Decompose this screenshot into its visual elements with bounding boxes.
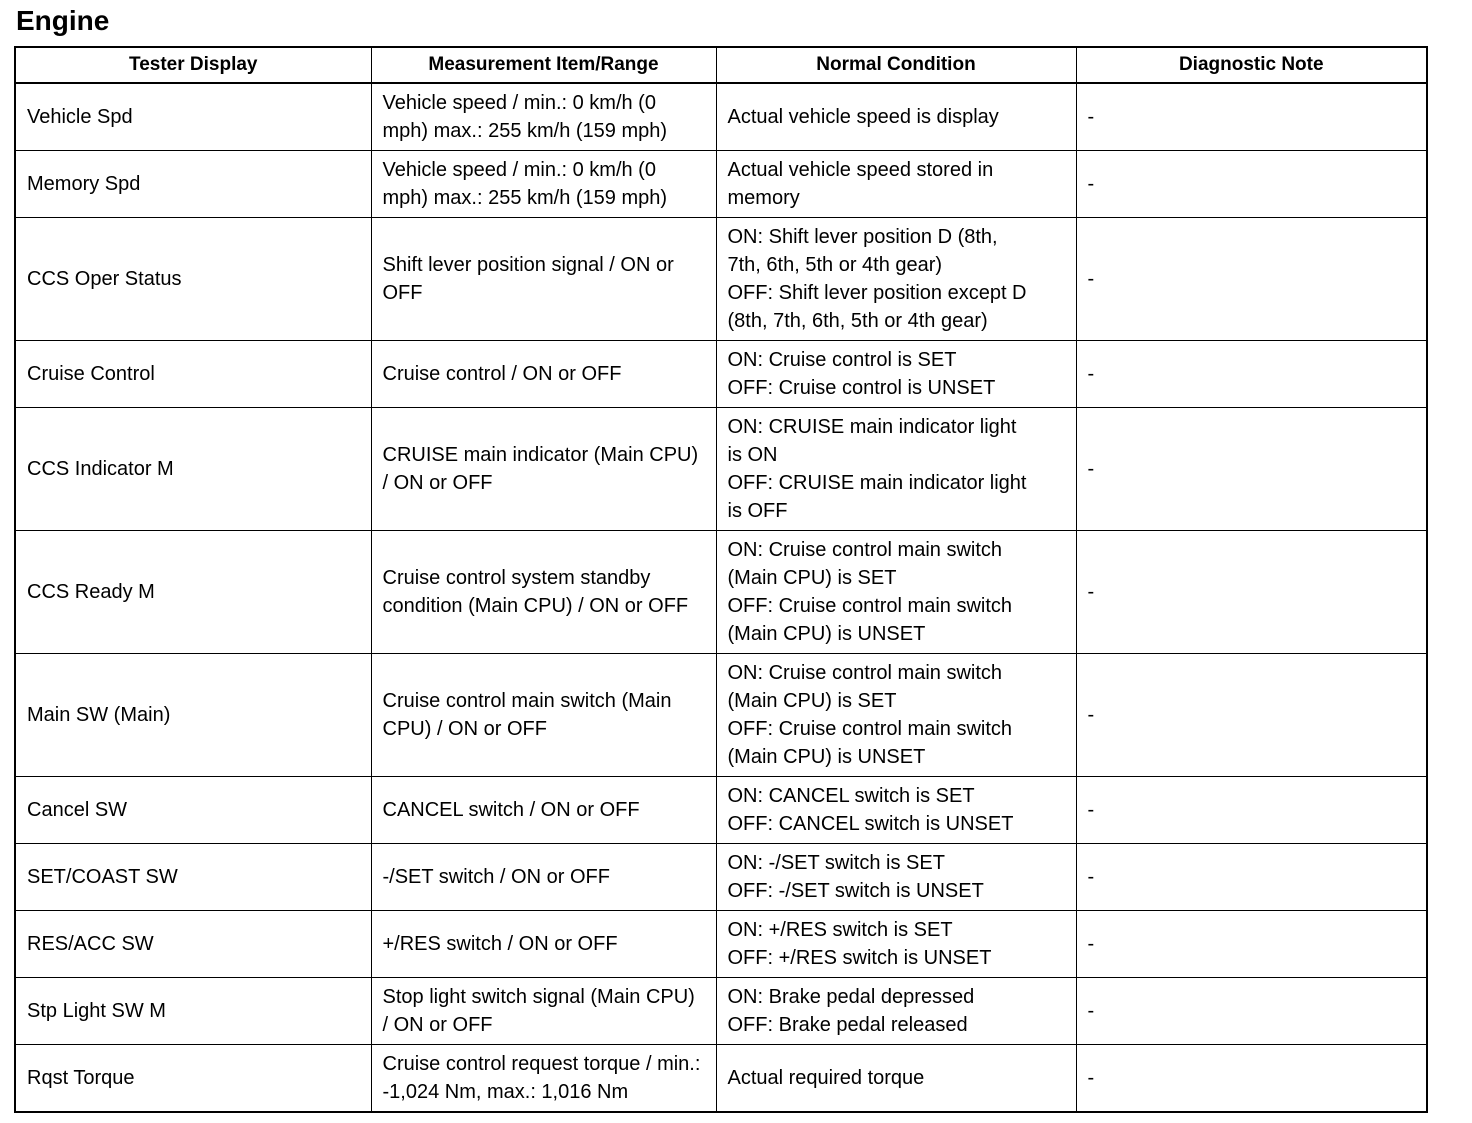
cell-measurement: CRUISE main indicator (Main CPU) / ON or…	[370, 406, 717, 531]
cell-normal-condition: Actual required torque	[715, 1043, 1077, 1113]
cell-normal-condition: ON: -/SET switch is SET OFF: -/SET switc…	[715, 842, 1077, 911]
cell-tester-display: Rqst Torque	[14, 1043, 372, 1113]
cell-tester-display: Memory Spd	[14, 149, 372, 218]
cell-measurement: Cruise control main switch (Main CPU) / …	[370, 652, 717, 777]
cell-measurement: Vehicle speed / min.: 0 km/h (0 mph) max…	[370, 149, 717, 218]
table-row: RES/ACC SW +/RES switch / ON or OFF ON: +/…	[14, 909, 1428, 978]
cell-tester-display: CCS Indicator M	[14, 406, 372, 531]
cell-tester-display: SET/COAST SW	[14, 842, 372, 911]
cell-diagnostic-note: -	[1075, 976, 1428, 1045]
cell-diagnostic-note: -	[1075, 842, 1428, 911]
cell-diagnostic-note: -	[1075, 149, 1428, 218]
table-row: Stp Light SW M Stop light switch signal (…	[14, 976, 1428, 1045]
table-row: Main SW (Main) Cruise control main switch…	[14, 652, 1428, 777]
cell-tester-display: RES/ACC SW	[14, 909, 372, 978]
cell-measurement: +/RES switch / ON or OFF	[370, 909, 717, 978]
table-row: Cruise Control Cruise control / ON or OFF…	[14, 339, 1428, 408]
cell-tester-display: Cruise Control	[14, 339, 372, 408]
table-row: SET/COAST SW -/SET switch / ON or OFF ON: …	[14, 842, 1428, 911]
cell-diagnostic-note: -	[1075, 909, 1428, 978]
cell-diagnostic-note: -	[1075, 216, 1428, 341]
cell-normal-condition: ON: +/RES switch is SET OFF: +/RES switc…	[715, 909, 1077, 978]
cell-measurement: Vehicle speed / min.: 0 km/h (0 mph) max…	[370, 82, 717, 151]
cell-diagnostic-note: -	[1075, 652, 1428, 777]
table-body: Vehicle Spd Vehicle speed / min.: 0 km/h …	[14, 82, 1428, 1113]
cell-measurement: Cruise control request torque / min.: -1…	[370, 1043, 717, 1113]
cell-normal-condition: Actual vehicle speed is display	[715, 82, 1077, 151]
cell-normal-condition: Actual vehicle speed stored in memory	[715, 149, 1077, 218]
cell-diagnostic-note: -	[1075, 529, 1428, 654]
cell-tester-display: Stp Light SW M	[14, 976, 372, 1045]
table-row: Vehicle Spd Vehicle speed / min.: 0 km/h …	[14, 82, 1428, 151]
table-row: Cancel SW CANCEL switch / ON or OFF ON: CA…	[14, 775, 1428, 844]
cell-diagnostic-note: -	[1075, 339, 1428, 408]
cell-diagnostic-note: -	[1075, 82, 1428, 151]
cell-measurement: Stop light switch signal (Main CPU) / ON…	[370, 976, 717, 1045]
cell-normal-condition: ON: CRUISE main indicator light is ON OF…	[715, 406, 1077, 531]
page-title: Engine	[16, 5, 110, 36]
column-header: Normal Condition	[715, 45, 1077, 84]
cell-normal-condition: ON: Cruise control main switch (Main CPU…	[715, 529, 1077, 654]
cell-tester-display: Main SW (Main)	[14, 652, 372, 777]
cell-measurement: CANCEL switch / ON or OFF	[370, 775, 717, 844]
header-row: Tester Display Measurement Item/Range Norm…	[14, 45, 1428, 84]
table-row: CCS Oper Status Shift lever position sign…	[14, 216, 1428, 341]
cell-normal-condition: ON: Cruise control is SET OFF: Cruise co…	[715, 339, 1077, 408]
cell-tester-display: CCS Oper Status	[14, 216, 372, 341]
engine-data-table: Tester Display Measurement Item/Range Norm…	[14, 45, 1428, 1113]
cell-normal-condition: ON: CANCEL switch is SET OFF: CANCEL swi…	[715, 775, 1077, 844]
cell-tester-display: CCS Ready M	[14, 529, 372, 654]
cell-normal-condition: ON: Shift lever position D (8th, 7th, 6t…	[715, 216, 1077, 341]
cell-normal-condition: ON: Brake pedal depressed OFF: Brake ped…	[715, 976, 1077, 1045]
column-header: Tester Display	[14, 45, 372, 84]
table-row: Memory Spd Vehicle speed / min.: 0 km/h (…	[14, 149, 1428, 218]
table-row: CCS Ready M Cruise control system standby…	[14, 529, 1428, 654]
column-header: Diagnostic Note	[1075, 45, 1428, 84]
table-row: CCS Indicator M CRUISE main indicator (Ma…	[14, 406, 1428, 531]
cell-measurement: Cruise control system standby condition …	[370, 529, 717, 654]
cell-measurement: -/SET switch / ON or OFF	[370, 842, 717, 911]
cell-measurement: Cruise control / ON or OFF	[370, 339, 717, 408]
table-row: Rqst Torque Cruise control request torque…	[14, 1043, 1428, 1113]
cell-diagnostic-note: -	[1075, 775, 1428, 844]
cell-tester-display: Vehicle Spd	[14, 82, 372, 151]
cell-normal-condition: ON: Cruise control main switch (Main CPU…	[715, 652, 1077, 777]
cell-diagnostic-note: -	[1075, 406, 1428, 531]
column-header: Measurement Item/Range	[370, 45, 717, 84]
cell-tester-display: Cancel SW	[14, 775, 372, 844]
cell-measurement: Shift lever position signal / ON or OFF	[370, 216, 717, 341]
cell-diagnostic-note: -	[1075, 1043, 1428, 1113]
